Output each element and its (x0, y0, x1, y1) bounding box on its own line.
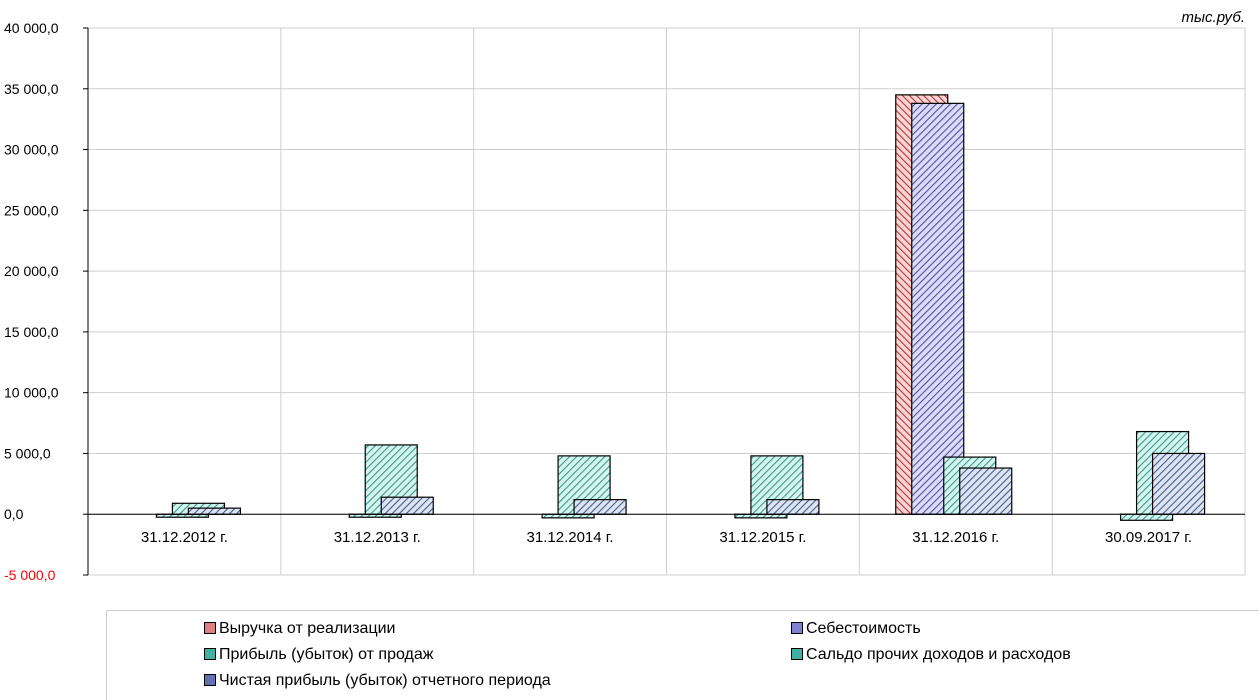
bar-cost (911, 102, 965, 515)
legend-label: Сальдо прочих доходов и расходов (806, 646, 1071, 663)
y-tick-label: 15 000,0 (4, 324, 59, 340)
legend-item-cost: Себестоимость (791, 620, 921, 638)
legend-item-sales-profit: Прибыль (убыток) от продаж (204, 646, 433, 664)
legend-label: Чистая прибыль (убыток) отчетного период… (219, 672, 551, 689)
y-tick-label: 10 000,0 (4, 385, 59, 401)
unit-label: тыс.руб. (1182, 9, 1245, 26)
legend-label: Выручка от реализации (219, 620, 396, 637)
x-tick-label: 31.12.2012 г. (141, 529, 228, 546)
x-tick-label: 31.12.2014 г. (527, 529, 614, 546)
bar-other-balance (1119, 513, 1174, 521)
bar-net-profit (187, 507, 242, 515)
legend-swatch (204, 674, 216, 686)
y-tick-label: 30 000,0 (4, 142, 59, 158)
legend: Выручка от реализации Себестоимость Приб… (106, 610, 1259, 700)
legend-label: Себестоимость (806, 620, 921, 637)
legend-item-other-balance: Сальдо прочих доходов и расходов (791, 646, 1071, 664)
y-tick-label: 35 000,0 (4, 81, 59, 97)
y-tick-label: 20 000,0 (4, 263, 59, 279)
legend-label: Прибыль (убыток) от продаж (219, 646, 434, 663)
y-tick-label: 0,0 (4, 506, 24, 522)
bar-net-profit (573, 499, 627, 515)
legend-swatch (791, 648, 803, 660)
legend-swatch (791, 622, 803, 634)
y-tick-label: 25 000,0 (4, 202, 59, 218)
bar-net-profit (1151, 452, 1206, 515)
y-tick-label: 5 000,0 (4, 445, 51, 461)
legend-item-net-profit: Чистая прибыль (убыток) отчетного период… (204, 672, 551, 690)
legend-swatch (204, 622, 216, 634)
bar-net-profit (766, 499, 820, 515)
legend-item-revenue: Выручка от реализации (204, 620, 395, 638)
y-tick-label: -5 000,0 (4, 567, 56, 583)
x-tick-label: 30.09.2017 г. (1105, 529, 1192, 546)
y-tick-label: 40 000,0 (4, 20, 59, 36)
x-tick-label: 31.12.2015 г. (719, 529, 806, 546)
legend-swatch (204, 648, 216, 660)
bar-net-profit (380, 496, 434, 515)
x-tick-label: 31.12.2016 г. (912, 529, 999, 546)
x-tick-label: 31.12.2013 г. (334, 529, 421, 546)
bar-net-profit (959, 467, 1013, 515)
